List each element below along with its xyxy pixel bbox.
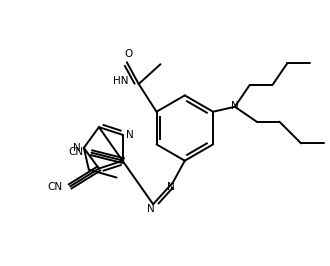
Text: O: O: [125, 49, 133, 59]
Text: CN: CN: [69, 147, 84, 157]
Text: CN: CN: [47, 182, 62, 192]
Text: N: N: [73, 143, 81, 153]
Text: N: N: [167, 182, 175, 192]
Text: HN: HN: [113, 76, 129, 86]
Text: N: N: [231, 101, 239, 111]
Text: N: N: [126, 130, 134, 140]
Text: N: N: [147, 204, 155, 214]
